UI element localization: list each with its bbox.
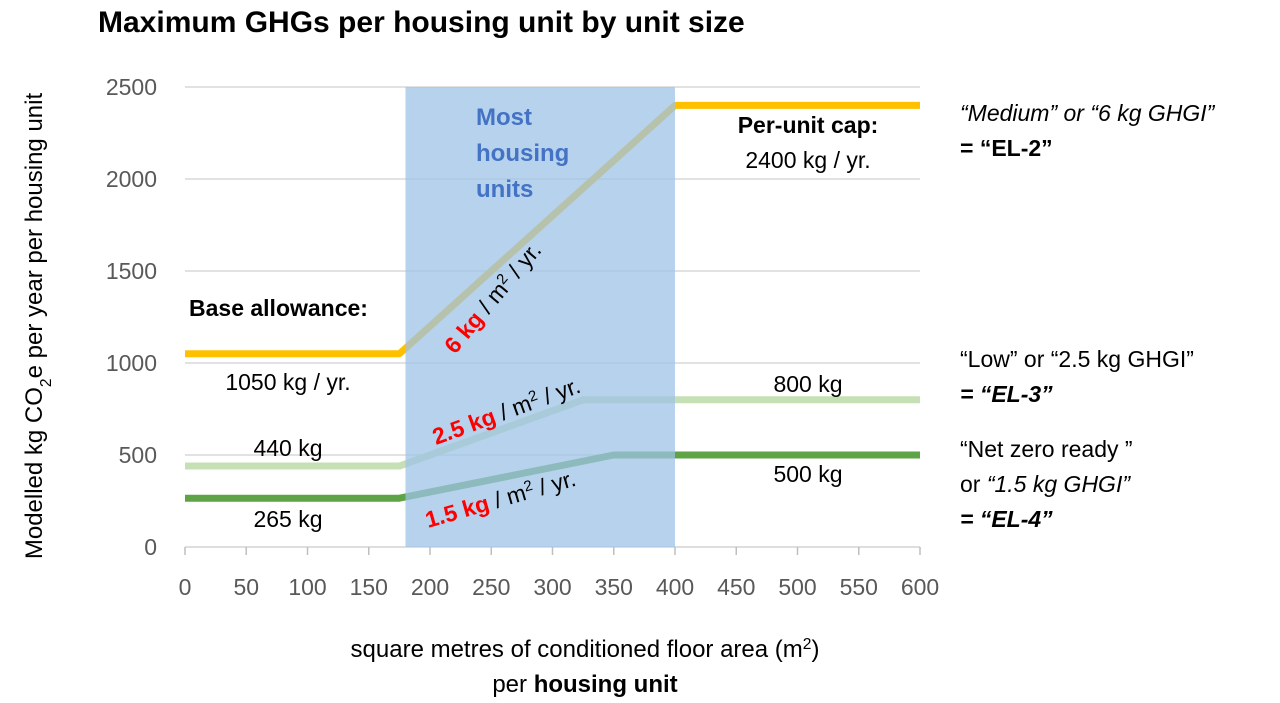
annotation-line: “Net zero ready ” bbox=[960, 436, 1133, 462]
x-axis-label-segment: ) bbox=[811, 636, 819, 663]
annotation-line: 800 kg bbox=[773, 371, 842, 397]
annotation-segment: 1050 kg / yr. bbox=[225, 369, 350, 395]
y-axis-label-line: Modelled kg CO2e per year per housing un… bbox=[21, 93, 55, 560]
y-tick-label: 0 bbox=[144, 534, 157, 560]
annotation-segment: 800 kg bbox=[773, 371, 842, 397]
x-tick-label: 550 bbox=[840, 574, 878, 600]
x-tick-label: 450 bbox=[717, 574, 755, 600]
annotation-segment: = “EL-2” bbox=[960, 135, 1053, 161]
annotation-line: Per-unit cap: bbox=[738, 112, 879, 138]
annotation-segment: “Net zero ready ” bbox=[960, 436, 1133, 462]
annotation: “Medium” or “6 kg GHGI” = “EL-2” bbox=[960, 100, 1216, 161]
x-axis-label-segment: 2 bbox=[803, 636, 812, 653]
annotation-line: = “EL-2” bbox=[960, 135, 1053, 161]
annotation-line: “Low” or “2.5 kg GHGI” bbox=[960, 346, 1194, 372]
x-tick-label: 350 bbox=[595, 574, 633, 600]
x-tick-label: 600 bbox=[901, 574, 939, 600]
annotation-segment: = “EL-4” bbox=[960, 506, 1053, 532]
x-tick-label: 250 bbox=[472, 574, 510, 600]
x-axis-label-line: square metres of conditioned floor area … bbox=[351, 636, 820, 664]
annotation: 1050 kg / yr. bbox=[225, 369, 350, 395]
shaded-label-line: housing bbox=[476, 140, 569, 167]
y-tick-label: 2500 bbox=[106, 74, 157, 100]
x-tick-label: 300 bbox=[533, 574, 571, 600]
annotation-segment: = “EL-3” bbox=[960, 381, 1053, 407]
annotation: 265 kg bbox=[253, 506, 322, 532]
x-tick-label: 400 bbox=[656, 574, 694, 600]
annotation-segment: “Medium” or “6 kg GHGI” bbox=[960, 100, 1216, 126]
y-axis-label: Modelled kg CO2e per year per housing un… bbox=[21, 93, 55, 560]
y-axis-label-segment: 2 bbox=[38, 378, 55, 387]
annotation-segment: Base allowance: bbox=[189, 295, 368, 321]
x-axis-label-segment: per bbox=[492, 671, 533, 698]
x-tick-label: 150 bbox=[350, 574, 388, 600]
annotation-line: = “EL-4” bbox=[960, 506, 1053, 532]
annotation-line: 265 kg bbox=[253, 506, 322, 532]
annotation-segment: or bbox=[960, 471, 987, 497]
annotation-segment: 2400 kg / yr. bbox=[745, 147, 870, 173]
x-axis-label: square metres of conditioned floor area … bbox=[351, 636, 820, 699]
annotation-line: “Medium” or “6 kg GHGI” bbox=[960, 100, 1216, 126]
x-axis-label-line: per housing unit bbox=[492, 671, 677, 698]
shaded-label-segment: Most bbox=[476, 104, 532, 131]
annotation-segment: “1.5 kg GHGI” bbox=[987, 471, 1131, 497]
x-tick-label: 500 bbox=[778, 574, 816, 600]
annotation-segment: 265 kg bbox=[253, 506, 322, 532]
y-tick-label: 1500 bbox=[106, 258, 157, 284]
annotation-line: 1050 kg / yr. bbox=[225, 369, 350, 395]
annotation-line: 500 kg bbox=[773, 461, 842, 487]
annotation: “Net zero ready ” or “1.5 kg GHGI” = “EL-4… bbox=[960, 436, 1133, 532]
annotation-line: = “EL-3” bbox=[960, 381, 1053, 407]
annotation: “Low” or “2.5 kg GHGI” = “EL-3” bbox=[960, 346, 1194, 407]
y-tick-label: 500 bbox=[119, 442, 157, 468]
y-tick-label: 2000 bbox=[106, 166, 157, 192]
annotation: 440 kg bbox=[253, 435, 322, 461]
y-axis-label-segment: Modelled kg CO bbox=[21, 387, 48, 559]
annotation-segment: “Low” or “2.5 kg GHGI” bbox=[960, 346, 1194, 372]
annotation-line: 440 kg bbox=[253, 435, 322, 461]
shaded-label-line: Most bbox=[476, 104, 532, 131]
annotation: Base allowance: bbox=[189, 295, 368, 321]
shaded-label: Most housing units bbox=[476, 104, 569, 203]
shaded-region bbox=[405, 87, 675, 547]
y-tick-label: 1000 bbox=[106, 350, 157, 376]
chart-title: Maximum GHGs per housing unit by unit si… bbox=[98, 6, 745, 39]
x-tick-label: 200 bbox=[411, 574, 449, 600]
x-tick-label: 0 bbox=[179, 574, 192, 600]
x-axis-label-segment: housing unit bbox=[534, 671, 678, 698]
x-tick-label: 50 bbox=[233, 574, 259, 600]
annotation-line: Base allowance: bbox=[189, 295, 368, 321]
annotation-segment: 440 kg bbox=[253, 435, 322, 461]
annotation: 800 kg bbox=[773, 371, 842, 397]
annotation-segment: Per-unit cap: bbox=[738, 112, 879, 138]
shaded-label-segment: units bbox=[476, 176, 533, 203]
annotation-line: or “1.5 kg GHGI” bbox=[960, 471, 1131, 497]
shaded-label-line: units bbox=[476, 176, 533, 203]
annotation-segment: 500 kg bbox=[773, 461, 842, 487]
y-axis-label-segment: e per year per housing unit bbox=[21, 93, 48, 379]
x-axis-label-segment: square metres of conditioned floor area … bbox=[351, 636, 803, 663]
annotation-line: 2400 kg / yr. bbox=[745, 147, 870, 173]
annotation: 500 kg bbox=[773, 461, 842, 487]
x-tick-label: 100 bbox=[288, 574, 326, 600]
annotation: Per-unit cap: 2400 kg / yr. bbox=[738, 112, 879, 173]
shaded-label-segment: housing bbox=[476, 140, 569, 167]
